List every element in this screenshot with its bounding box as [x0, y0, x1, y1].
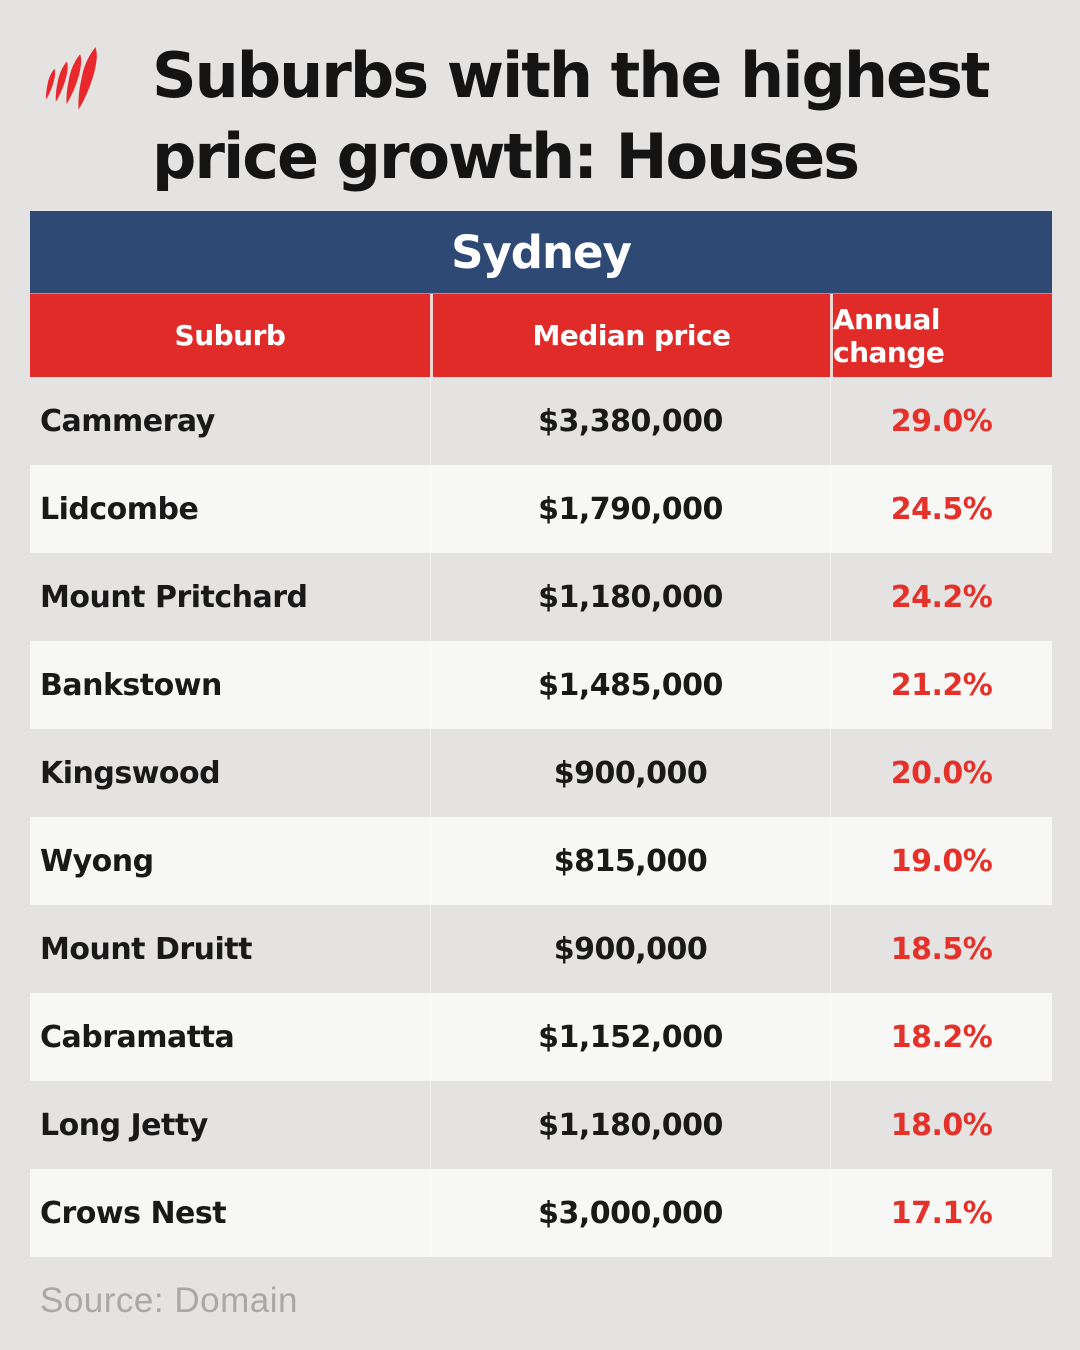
table-row: Bankstown $1,485,000 21.2% — [30, 641, 1052, 729]
annual-change-cell: 20.0% — [830, 729, 1052, 817]
suburb-cell: Lidcombe — [40, 491, 199, 527]
column-header-suburb: Suburb — [174, 319, 286, 352]
median-price-cell: $1,180,000 — [430, 553, 830, 641]
table-row: Mount Pritchard $1,180,000 24.2% — [30, 553, 1052, 641]
region-header: Sydney — [30, 211, 1052, 293]
page-title: Suburbs with the highest price growth: H… — [152, 36, 991, 197]
suburb-cell: Cabramatta — [40, 1019, 235, 1055]
column-header-annual-change: Annual change — [830, 294, 1052, 377]
suburb-cell: Crows Nest — [40, 1195, 227, 1231]
table-row: Crows Nest $3,000,000 17.1% — [30, 1169, 1052, 1257]
masthead: Suburbs with the highest price growth: H… — [40, 36, 1050, 197]
column-header-row: Suburb Median price Annual change — [30, 293, 1052, 377]
median-price-cell: $900,000 — [430, 729, 830, 817]
price-growth-table: Sydney Suburb Median price Annual change… — [30, 211, 1052, 1257]
annual-change-cell: 18.2% — [830, 993, 1052, 1081]
sbs-logo-icon — [46, 47, 97, 110]
table-row: Cabramatta $1,152,000 18.2% — [30, 993, 1052, 1081]
median-price-cell: $900,000 — [430, 905, 830, 993]
column-header-median-price: Median price — [430, 294, 830, 377]
annual-change-cell: 21.2% — [830, 641, 1052, 729]
suburb-cell: Long Jetty — [40, 1107, 208, 1143]
table-row: Kingswood $900,000 20.0% — [30, 729, 1052, 817]
annual-change-cell: 19.0% — [830, 817, 1052, 905]
suburb-cell: Wyong — [40, 843, 154, 879]
page-title-line2: price growth: Houses — [152, 119, 860, 193]
median-price-cell: $815,000 — [430, 817, 830, 905]
suburb-cell: Mount Druitt — [40, 931, 252, 967]
median-price-cell: $1,790,000 — [430, 465, 830, 553]
median-price-cell: $1,485,000 — [430, 641, 830, 729]
table-row: Long Jetty $1,180,000 18.0% — [30, 1081, 1052, 1169]
source-note: Source: Domain — [40, 1281, 298, 1320]
annual-change-cell: 18.5% — [830, 905, 1052, 993]
suburb-cell: Kingswood — [40, 755, 221, 791]
annual-change-cell: 18.0% — [830, 1081, 1052, 1169]
table-row: Cammeray $3,380,000 29.0% — [30, 377, 1052, 465]
table-row: Lidcombe $1,790,000 24.5% — [30, 465, 1052, 553]
region-label: Sydney — [451, 225, 632, 279]
median-price-cell: $3,380,000 — [430, 377, 830, 465]
annual-change-cell: 29.0% — [830, 377, 1052, 465]
annual-change-cell: 24.2% — [830, 553, 1052, 641]
page-title-line1: Suburbs with the highest — [152, 39, 991, 112]
suburb-cell: Cammeray — [40, 403, 215, 439]
annual-change-cell: 24.5% — [830, 465, 1052, 553]
table-row: Mount Druitt $900,000 18.5% — [30, 905, 1052, 993]
median-price-cell: $1,180,000 — [430, 1081, 830, 1169]
median-price-cell: $3,000,000 — [430, 1169, 830, 1257]
annual-change-cell: 17.1% — [830, 1169, 1052, 1257]
median-price-cell: $1,152,000 — [430, 993, 830, 1081]
suburb-cell: Mount Pritchard — [40, 579, 308, 615]
suburb-cell: Bankstown — [40, 667, 222, 703]
table-row: Wyong $815,000 19.0% — [30, 817, 1052, 905]
